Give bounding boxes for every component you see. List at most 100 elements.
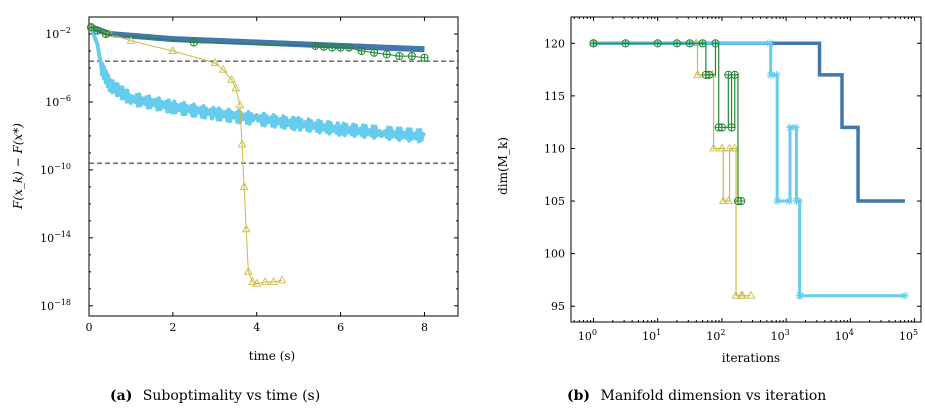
panel-b-series-3-point-4-cross [686, 39, 694, 47]
caption-a-text: Suboptimality vs time (s) [143, 388, 320, 404]
panel-b-series-3-point-13 [730, 70, 739, 79]
panel-a-ylabel: F(x_k) − F(x*) [11, 123, 25, 210]
panel-a-series-3-point-2 [101, 29, 110, 39]
panel-b-series-2-point-13 [746, 290, 756, 299]
panel-b-series-3-point-0-cross [589, 39, 598, 47]
panel-b-series-2-point-8 [725, 143, 734, 152]
panel-b-series-1-point-6 [785, 123, 794, 132]
caption-b-label: (b) [567, 388, 590, 404]
panel-b-series-1-point-1 [766, 39, 775, 48]
panel-b-ytick-label-4: 115 [544, 90, 565, 103]
panel-b-series-3-point-4 [685, 39, 694, 48]
panel-b-series-2-point-1 [691, 38, 701, 47]
panel-b-series-2 [589, 38, 756, 299]
panel-a-series-3-point-2-cross [102, 30, 110, 38]
panel-b-series-1-point-11-rays [796, 291, 805, 300]
panel-a-series-2-point-16 [269, 277, 278, 285]
panel-a-suboptimality-chart: 0 2 4 6 8 10−2 10−6 10−10 10−14 10−18 [40, 16, 459, 334]
panel-a-series-3-point-10-cross [370, 49, 378, 57]
panel-a-series-2-point-7 [231, 83, 241, 92]
panel-a-series-3-point-5 [319, 42, 328, 51]
panel-b-series-1-point-12-rays [900, 291, 909, 300]
panel-b-ylabel: dim(M_k) [496, 137, 510, 195]
panel-b-xlabel: iterations [722, 351, 780, 365]
panel-b-series-1-point-2-rays [766, 70, 775, 79]
panel-a-series-2-point-17 [277, 275, 287, 284]
panel-a-series-2-point-4 [210, 57, 220, 66]
panel-b-series-3-point-1 [621, 39, 630, 48]
panel-a-series-3-point-4-cross [311, 42, 320, 50]
panel-a-series-3-point-0-cross [87, 23, 95, 31]
panel-b-series-1-point-3 [772, 70, 781, 79]
panel-a-xtick-label-1: 2 [169, 321, 176, 334]
panel-b-series-1-point-6-rays [785, 123, 794, 132]
panel-a-series-3-point-1-cross [93, 26, 101, 35]
caption-b-text: Manifold dimension vs iteration [601, 388, 827, 404]
panel-a-series-2-point-15 [260, 277, 270, 285]
panel-a-series-3-point-10 [370, 48, 379, 57]
caption-a-label: (a) [110, 388, 132, 404]
panel-a-series-3-point-6-cross [328, 43, 336, 52]
panel-b-frame [570, 16, 922, 323]
panel-b-series-1 [589, 39, 909, 300]
panel-b-series-1-line [593, 41, 905, 298]
panel-a-series-2-point-1 [105, 29, 115, 37]
panel-b-series-1-point-4 [773, 197, 782, 206]
panel-b-series-0 [593, 41, 905, 203]
panel-b-series-2-line [593, 42, 751, 297]
panel-a-series-3-point-4 [311, 41, 320, 50]
panel-b-series-1-point-7 [791, 123, 800, 132]
panel-b-series-3-point-5-cross [699, 39, 707, 47]
panel-a-series-0 [88, 24, 427, 53]
panel-a-series-3-point-11-cross [383, 50, 391, 58]
panel-a-series-2-point-8 [235, 100, 245, 109]
panel-a-series-2 [86, 22, 287, 287]
panel-a-series-3-point-9-cross [357, 47, 366, 55]
panel-b-series-3-point-3 [672, 39, 682, 48]
panel-b-series-3-point-8-cross [711, 39, 720, 47]
panel-a-series-3-point-13-cross [408, 52, 416, 60]
panel-b-series-3-point-5 [698, 39, 707, 48]
panel-a-series-2-point-10 [239, 181, 249, 190]
panel-a-series-2-line [90, 26, 283, 285]
panel-b-ytick-label-3: 110 [544, 142, 565, 155]
panel-b-ytick-label-0: 95 [551, 300, 565, 313]
panel-a-series-3-point-3 [189, 38, 198, 47]
panel-b-series-2-point-9 [730, 143, 740, 152]
panel-b-series-1-point-1-rays [766, 39, 775, 48]
panel-b-series-3-point-7-cross [705, 71, 713, 79]
panel-a-series-3-point-11 [382, 50, 391, 59]
panel-b-xtick-label-4: 104 [835, 328, 854, 343]
panel-b-series-3-point-12-cross [727, 123, 736, 132]
panel-a-series-3-point-7 [336, 43, 345, 52]
panel-a-series-2-point-12 [243, 266, 253, 275]
panel-a-series-2-point-9 [237, 139, 247, 148]
panel-b-manifold-dimension-chart: 100 101 102 103 104 105 95 100 105 110 115 120 [544, 16, 922, 343]
caption-a: (a) Suboptimality vs time (s) [110, 388, 320, 404]
panel-b-series-3-point-15 [737, 196, 746, 206]
panel-b-series-3-point-7 [704, 70, 714, 79]
panel-b-series-3-line [593, 42, 742, 202]
panel-b-ytick-label-1: 100 [544, 248, 565, 261]
panel-b-series-1-point-5-rays [785, 197, 794, 206]
panel-b-xtick-label-3: 103 [771, 328, 790, 343]
panel-a-series-3-point-3-cross [190, 38, 198, 47]
panel-a-xtick-label-4: 8 [421, 321, 428, 334]
panel-b-series-3-point-10 [717, 123, 727, 132]
panel-a-ytick-label-0: 10−2 [45, 26, 71, 41]
panel-b-series-1-point-7-rays [791, 123, 800, 132]
panel-b-ytick-label-2: 105 [544, 195, 565, 208]
panel-a-series-1 [89, 25, 427, 144]
panel-b-series-3-point-8 [711, 39, 720, 48]
panel-b-series-1-point-9-rays [794, 197, 803, 206]
panel-a-series-3-point-7-cross [336, 43, 345, 52]
panel-a-series-3 [86, 23, 429, 62]
panel-b-series-3 [589, 39, 746, 206]
panel-a-series-3-point-5-cross [320, 43, 328, 51]
panel-b-series-3-point-13-cross [731, 71, 739, 79]
panel-a-ytick-label-4: 10−18 [40, 298, 71, 313]
panel-a-xtick-label-2: 4 [253, 321, 260, 334]
panel-a-xlabel: time (s) [249, 349, 295, 363]
panel-a-ytick-label-2: 10−10 [40, 162, 71, 177]
panel-b-xtick-label-5: 105 [899, 328, 918, 343]
